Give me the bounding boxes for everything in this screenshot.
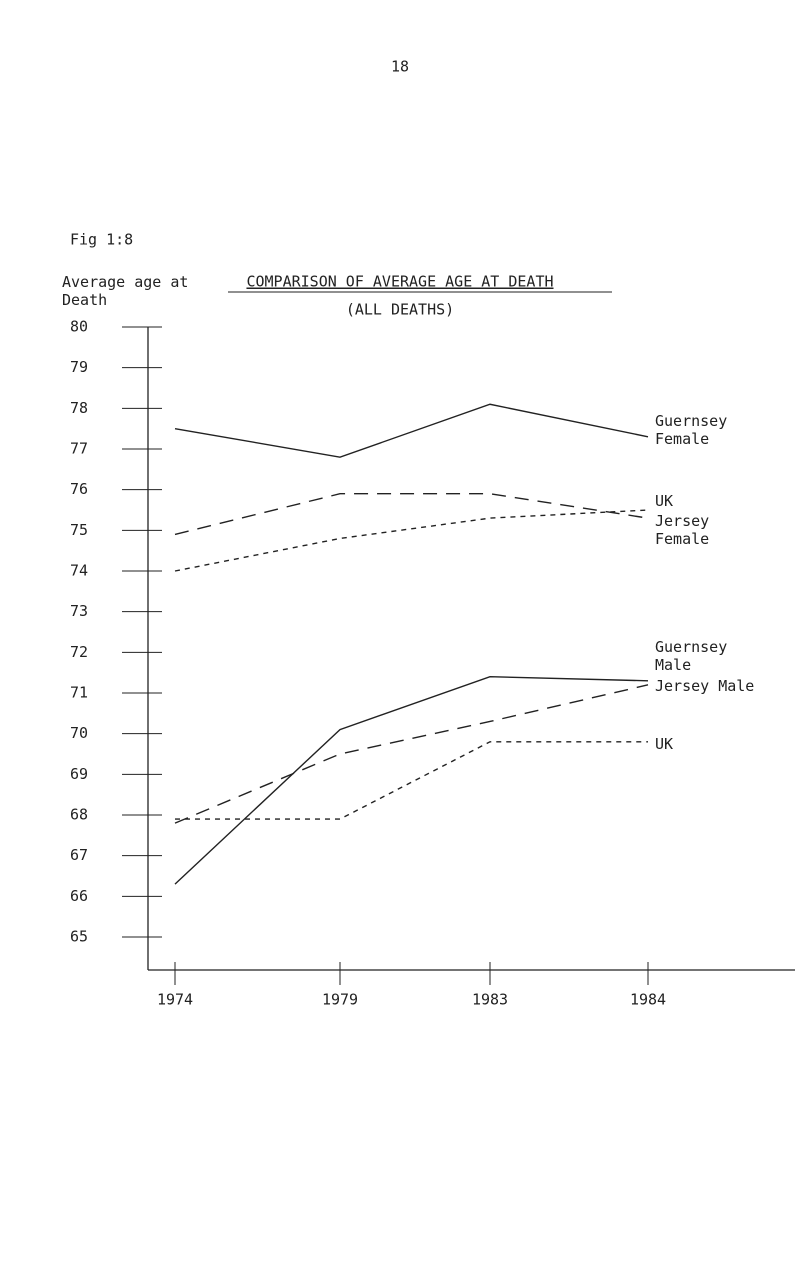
y-tick-label: 69 — [70, 765, 88, 783]
y-tick-label: 73 — [70, 602, 88, 620]
y-tick-label: 72 — [70, 643, 88, 661]
series-line — [174, 403, 649, 458]
y-tick-label: 70 — [70, 724, 88, 742]
y-tick-label: 71 — [70, 684, 88, 702]
y-tick-label: 78 — [70, 399, 88, 417]
y-tick-label: 80 — [70, 318, 88, 336]
series-line — [174, 684, 649, 824]
y-tick-label: 75 — [70, 521, 88, 539]
series-label: Jersey Male — [655, 677, 755, 695]
series-line — [175, 741, 648, 820]
page-number: 18 — [391, 58, 409, 76]
x-tick-label: 1983 — [472, 991, 508, 1009]
x-tick-label: 1974 — [157, 991, 193, 1009]
series-line — [174, 676, 649, 885]
series-line — [174, 509, 649, 572]
x-tick-label: 1979 — [322, 991, 358, 1009]
chart-title: COMPARISON OF AVERAGE AGE AT DEATH — [246, 273, 553, 291]
chart-subtitle: (ALL DEATHS) — [346, 301, 454, 319]
series-line — [174, 493, 649, 536]
x-tick-label: 1984 — [630, 991, 666, 1009]
series-label: Guernsey Male — [655, 638, 728, 674]
y-tick-label: 76 — [70, 480, 88, 498]
y-tick-label: 79 — [70, 358, 88, 376]
series-label: UK — [655, 492, 674, 510]
series-label: Guernsey Female — [655, 412, 728, 448]
y-tick-label: 68 — [70, 806, 88, 824]
y-tick-label: 74 — [70, 562, 88, 580]
y-tick-label: 66 — [70, 887, 88, 905]
y-tick-label: 65 — [70, 928, 88, 946]
series-label: Jersey Female — [655, 512, 710, 548]
series-label: UK — [655, 735, 674, 753]
figure-label: Fig 1:8 — [70, 231, 133, 249]
y-axis-title: Average age at Death — [62, 273, 189, 309]
y-tick-label: 67 — [70, 846, 88, 864]
y-tick-label: 77 — [70, 440, 88, 458]
